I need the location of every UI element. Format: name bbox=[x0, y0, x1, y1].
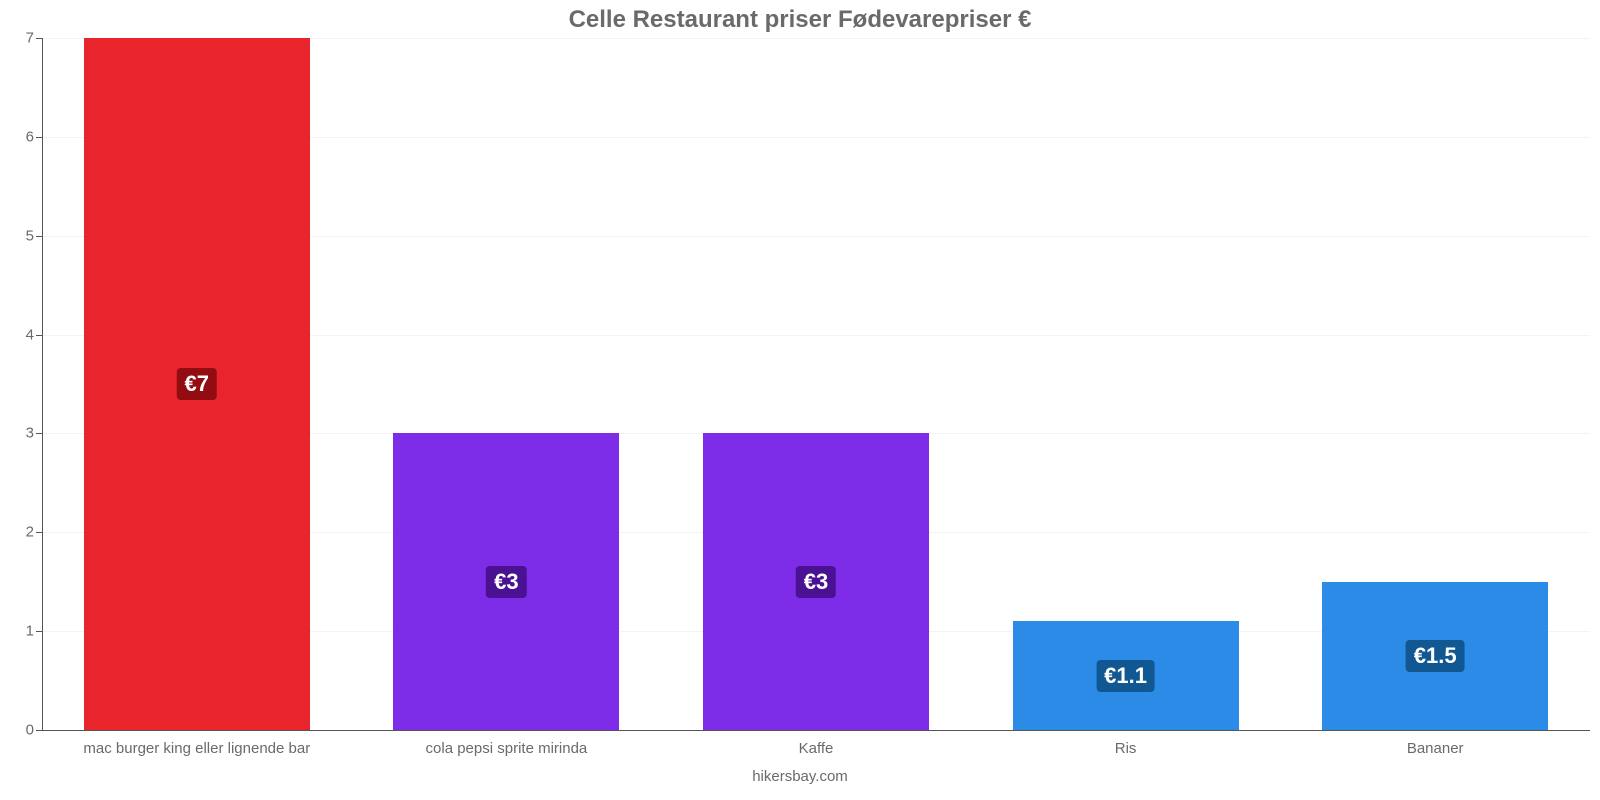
x-tick-label: cola pepsi sprite mirinda bbox=[426, 730, 588, 757]
value-badge: €1.5 bbox=[1406, 640, 1465, 672]
value-badge: €3 bbox=[796, 566, 836, 598]
value-badge: €7 bbox=[177, 368, 217, 400]
x-tick-label: Bananer bbox=[1407, 730, 1464, 757]
y-axis bbox=[42, 38, 43, 730]
value-badge: €1.1 bbox=[1096, 660, 1155, 692]
x-tick-label: mac burger king eller lignende bar bbox=[83, 730, 310, 757]
chart-footer: hikersbay.com bbox=[0, 768, 1600, 785]
chart-container: Celle Restaurant priser Fødevarepriser €… bbox=[0, 0, 1600, 800]
value-badge: €3 bbox=[486, 566, 526, 598]
x-tick-label: Kaffe bbox=[799, 730, 834, 757]
plot-area: 01234567mac burger king eller lignende b… bbox=[42, 38, 1590, 730]
x-tick-label: Ris bbox=[1115, 730, 1137, 757]
chart-title: Celle Restaurant priser Fødevarepriser € bbox=[0, 6, 1600, 34]
